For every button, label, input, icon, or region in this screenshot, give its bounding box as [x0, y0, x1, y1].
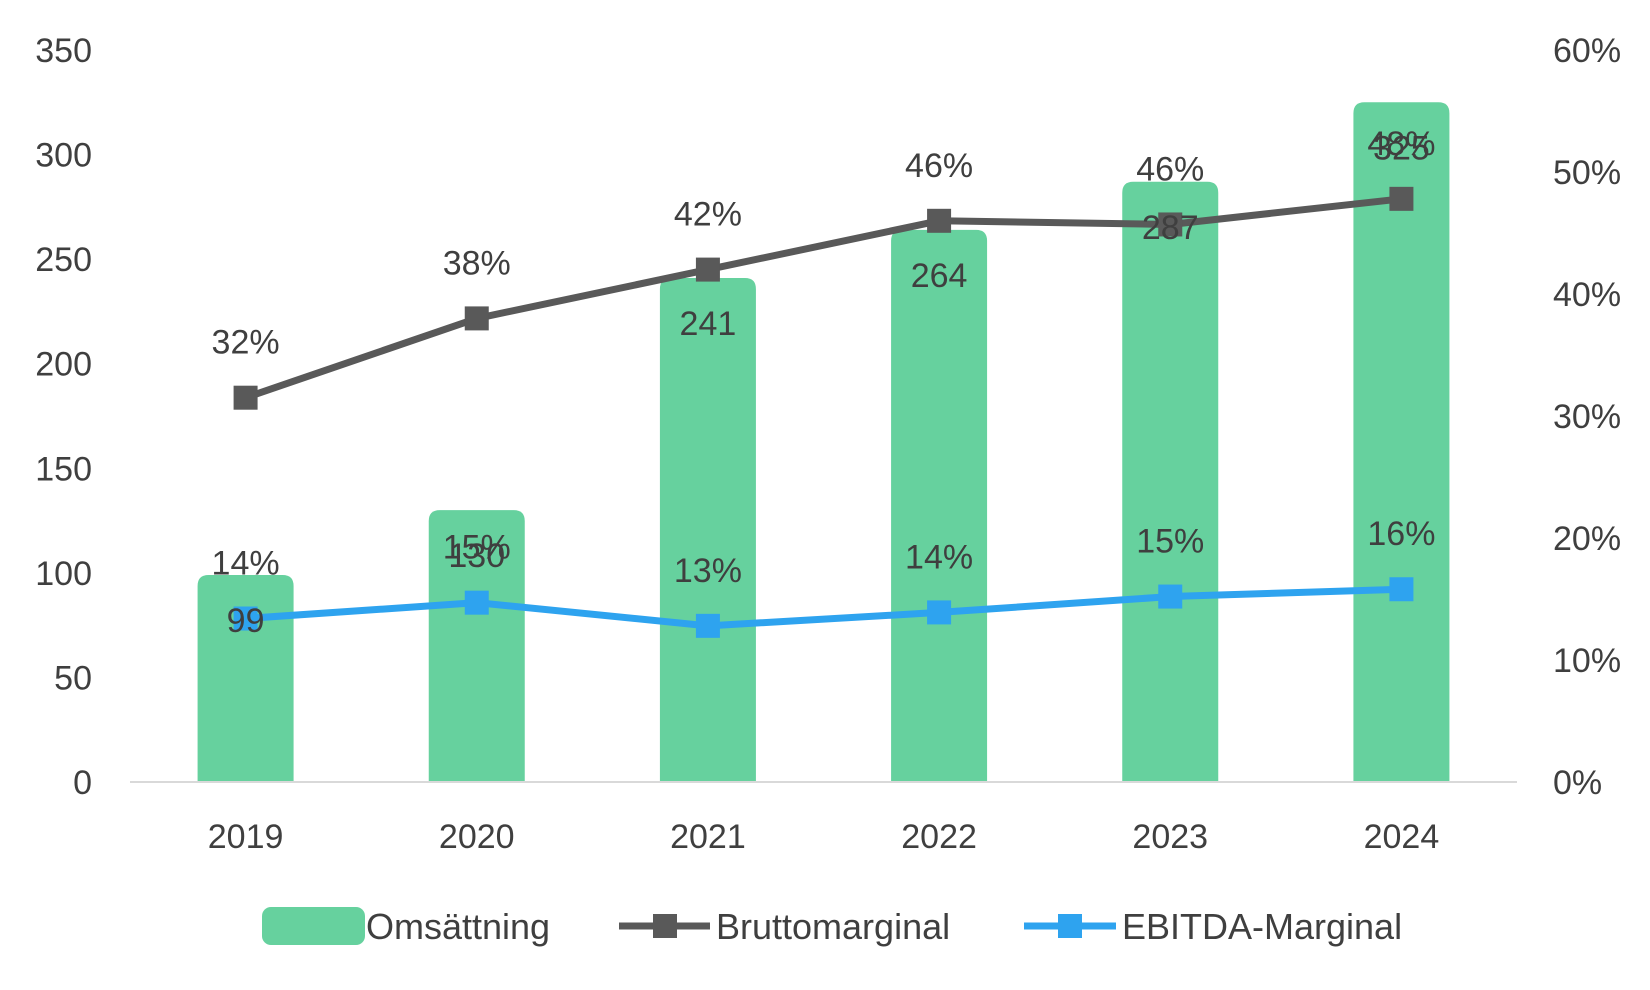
marker-bruttomarginal-2020 [464, 306, 489, 331]
data-label-omsattning: 241 [680, 305, 737, 343]
marker-ebitda-marginal-2022 [927, 600, 952, 625]
marker-ebitda-marginal-2024 [1389, 577, 1414, 602]
data-label-ebitda-marginal: 16% [1367, 515, 1435, 553]
y-left-tick-label: 0 [73, 764, 92, 802]
x-tick-label: 2019 [208, 818, 284, 856]
y-left-tick-label: 200 [35, 346, 92, 384]
y-right-tick-label: 10% [1553, 642, 1621, 680]
data-labels: 99 130 241 264 287 325 32% 38% 42% 46% 46% 48% 14% 15… [212, 125, 1436, 640]
line-ebitda-marginal [245, 585, 1402, 630]
data-label-bruttomarginal: 42% [674, 196, 742, 234]
y-left-tick-label: 150 [35, 450, 92, 488]
data-label-ebitda-marginal: 14% [905, 538, 973, 576]
marker-ebitda-marginal-2020 [464, 590, 489, 615]
bar-omsattning-2019 [197, 574, 294, 782]
data-label-ebitda-marginal: 15% [443, 529, 511, 567]
y-right-tick-label: 60% [1553, 32, 1621, 70]
legend-label-omsattning: Omsättning [366, 906, 550, 947]
line-bruttomarginal [244, 195, 1402, 402]
data-label-omsattning: 99 [227, 602, 265, 640]
x-tick-label: 2023 [1132, 818, 1208, 856]
y-right-tick-label: 0% [1553, 764, 1602, 802]
data-label-bruttomarginal: 46% [1136, 150, 1204, 188]
data-label-bruttomarginal: 46% [905, 147, 973, 185]
legend-label-ebitda-marginal: EBITDA-Marginal [1122, 906, 1402, 947]
bar-omsattning-2024 [1353, 102, 1450, 783]
legend-marker-ebitda-marginal [1058, 914, 1082, 938]
x-tick-label: 2022 [901, 818, 977, 856]
y-left-tick-label: 250 [35, 241, 92, 279]
data-label-bruttomarginal: 32% [212, 324, 280, 362]
legend: Omsättning Bruttomarginal EBITDA-Margina… [262, 906, 1402, 947]
marker-ebitda-marginal-2021 [695, 613, 720, 638]
y-left-tick-label: 50 [54, 659, 92, 697]
data-label-ebitda-marginal: 15% [1136, 523, 1204, 561]
legend-swatch-omsattning [262, 907, 365, 945]
data-label-omsattning: 287 [1142, 209, 1199, 247]
x-axis: 2019 2020 2021 2022 2023 2024 [208, 818, 1439, 856]
revenue-bars [197, 102, 1450, 783]
y-left-tick-label: 100 [35, 555, 92, 593]
margin-lines [233, 186, 1414, 638]
data-label-omsattning: 325 [1373, 129, 1430, 167]
data-label-ebitda-marginal: 14% [212, 545, 280, 583]
marker-ebitda-marginal-2023 [1158, 584, 1183, 609]
x-tick-label: 2020 [439, 818, 515, 856]
y-right-tick-label: 30% [1553, 398, 1621, 436]
marker-bruttomarginal-2019 [233, 385, 258, 410]
x-tick-label: 2024 [1364, 818, 1440, 856]
marker-bruttomarginal-2021 [695, 257, 720, 282]
marker-bruttomarginal-2023 [1158, 212, 1183, 237]
y-right-tick-label: 20% [1553, 520, 1621, 558]
legend-marker-bruttomarginal [653, 914, 677, 938]
y-right-tick-label: 40% [1553, 276, 1621, 314]
right-y-axis: 0% 10% 20% 30% 40% 50% 60% [1553, 32, 1621, 802]
marker-ebitda-marginal-2019 [233, 606, 258, 631]
bar-omsattning-2022 [891, 229, 988, 782]
bar-omsattning-2023 [1122, 181, 1219, 782]
data-label-omsattning: 130 [448, 537, 505, 575]
y-left-tick-label: 300 [35, 137, 92, 175]
data-label-bruttomarginal: 48% [1367, 125, 1435, 163]
left-y-axis: 0 50 100 150 200 250 300 350 [35, 32, 92, 802]
marker-bruttomarginal-2024 [1389, 186, 1414, 211]
legend-label-bruttomarginal: Bruttomarginal [716, 906, 950, 947]
data-label-ebitda-marginal: 13% [674, 552, 742, 590]
bar-omsattning-2021 [659, 277, 756, 782]
bar-omsattning-2020 [428, 510, 525, 782]
x-tick-label: 2021 [670, 818, 746, 856]
data-label-bruttomarginal: 38% [443, 244, 511, 282]
marker-bruttomarginal-2022 [927, 208, 952, 233]
y-right-tick-label: 50% [1553, 154, 1621, 192]
data-label-omsattning: 264 [911, 257, 968, 295]
y-left-tick-label: 350 [35, 32, 92, 70]
